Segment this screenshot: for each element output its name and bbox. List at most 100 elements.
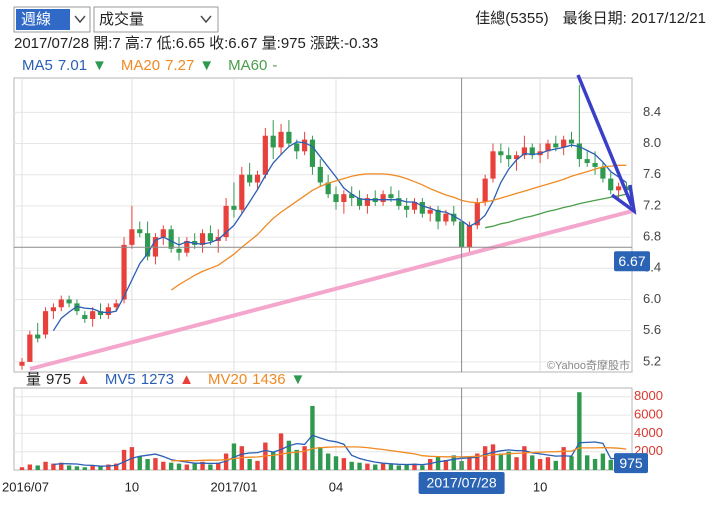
candle-body: [254, 174, 261, 183]
candle-body: [584, 159, 590, 164]
candle-body: [97, 311, 104, 316]
volume-bar: [302, 446, 307, 470]
legend-name: MA20: [121, 57, 160, 74]
legend-name: MV5: [105, 371, 136, 388]
dropdown-box[interactable]: [93, 6, 219, 33]
volume-bar: [380, 463, 386, 470]
candle-body: [160, 229, 166, 238]
last-date: 最後日期: 2017/12/21: [563, 10, 706, 27]
volume-bar: [43, 461, 48, 470]
watermark: ©Yahoo奇摩股市: [547, 358, 630, 372]
y-tick-label: 6000: [634, 407, 663, 422]
volume-bar: [271, 451, 276, 470]
volume-bar: [600, 453, 606, 470]
volume-bar: [59, 462, 64, 470]
volume-bar: [592, 459, 598, 470]
candle-body: [207, 233, 213, 241]
y-tick-label: 5.2: [643, 353, 661, 368]
candle-body: [333, 194, 339, 202]
volume-bar: [514, 457, 519, 470]
volume-bar: [333, 456, 339, 470]
candle-body: [58, 299, 64, 308]
volume-bar: [420, 465, 425, 470]
legend-value: 7.01: [58, 57, 87, 74]
legend-name: MA60: [228, 57, 267, 74]
x-tick-label: 2016/07: [2, 479, 49, 494]
info-line: 2017/07/28 開:7 高:7 低:6.65 收:6.67 量:975 漲…: [14, 35, 378, 52]
volume-bar: [506, 451, 511, 470]
candle-body: [506, 155, 512, 160]
volume-bar: [451, 455, 456, 470]
crosshair-price-label: 6.67: [618, 253, 645, 269]
candle-body: [325, 182, 331, 195]
candle-body: [199, 233, 206, 245]
volume-bar: [106, 464, 111, 470]
dropdown-selection: [16, 9, 70, 30]
candle-body: [270, 135, 276, 148]
candle-body: [553, 143, 559, 148]
dropdown-arrow: [200, 15, 212, 24]
volume-legend: 量 975 ▲ MV5 1273 ▲ MV20 1436 ▼: [26, 371, 305, 388]
candle-body: [529, 147, 535, 156]
y-tick-label: 8000: [634, 388, 663, 403]
legend-trend: ▲: [179, 371, 194, 388]
volume-bar: [66, 465, 72, 470]
volume-bar: [545, 457, 551, 470]
legend-trend: ▲: [76, 371, 91, 388]
candle-body: [396, 198, 402, 206]
candle-body: [466, 225, 473, 248]
volume-bar: [373, 464, 378, 470]
candle-body: [490, 151, 496, 179]
volume-bar: [365, 463, 370, 470]
volume-bar: [35, 465, 40, 470]
y-tick-label: 8.4: [643, 104, 661, 119]
volume-bar: [585, 455, 590, 470]
trend-line-annotation: [29, 208, 637, 371]
candle-body: [608, 178, 614, 191]
candle-body: [231, 205, 237, 210]
volume-bar: [498, 453, 504, 470]
candle-body: [121, 244, 127, 300]
candle-body: [74, 303, 80, 312]
volume-bar: [608, 459, 613, 470]
candle-body: [19, 361, 25, 366]
volume-bar: [255, 460, 260, 470]
volume-bar: [435, 456, 441, 470]
candle-body: [66, 299, 72, 304]
ma-line: [171, 446, 627, 462]
candle-body: [388, 194, 394, 199]
arrow-head: [610, 184, 637, 215]
dropdown-arrow: [74, 15, 86, 24]
candle-body: [443, 213, 449, 222]
period-dropdown[interactable]: 週線: [13, 6, 91, 33]
volume-bar: [467, 456, 472, 470]
candle-body: [349, 194, 355, 199]
candle-body: [50, 307, 56, 312]
candle-body: [239, 174, 245, 210]
candle-body: [498, 151, 504, 156]
ma-line: [52, 141, 627, 332]
dropdown-text: 成交量: [99, 10, 144, 28]
candle-body: [513, 155, 520, 160]
legend-value: 975: [46, 371, 71, 388]
legend-value: 7.27: [165, 57, 194, 74]
crosshair-volume-label: 975: [619, 455, 643, 471]
candle-body: [129, 229, 135, 245]
candle-body: [27, 334, 33, 362]
volume-bar: [428, 459, 433, 470]
candle-body: [356, 198, 363, 206]
volume-bar: [404, 464, 409, 470]
candle-body: [521, 147, 527, 156]
volume-bar: [349, 461, 354, 470]
indicator-dropdown[interactable]: 成交量: [93, 6, 219, 33]
volume-bar: [530, 455, 535, 470]
candle-body: [616, 186, 622, 191]
crosshair-date-label: 2017/07/28: [427, 475, 497, 491]
candle-body: [262, 135, 268, 175]
candle-body: [435, 209, 441, 222]
ma-line: [484, 193, 627, 229]
volume-bar: [176, 463, 182, 470]
marks: [19, 85, 630, 470]
volume-bar: [90, 465, 95, 470]
